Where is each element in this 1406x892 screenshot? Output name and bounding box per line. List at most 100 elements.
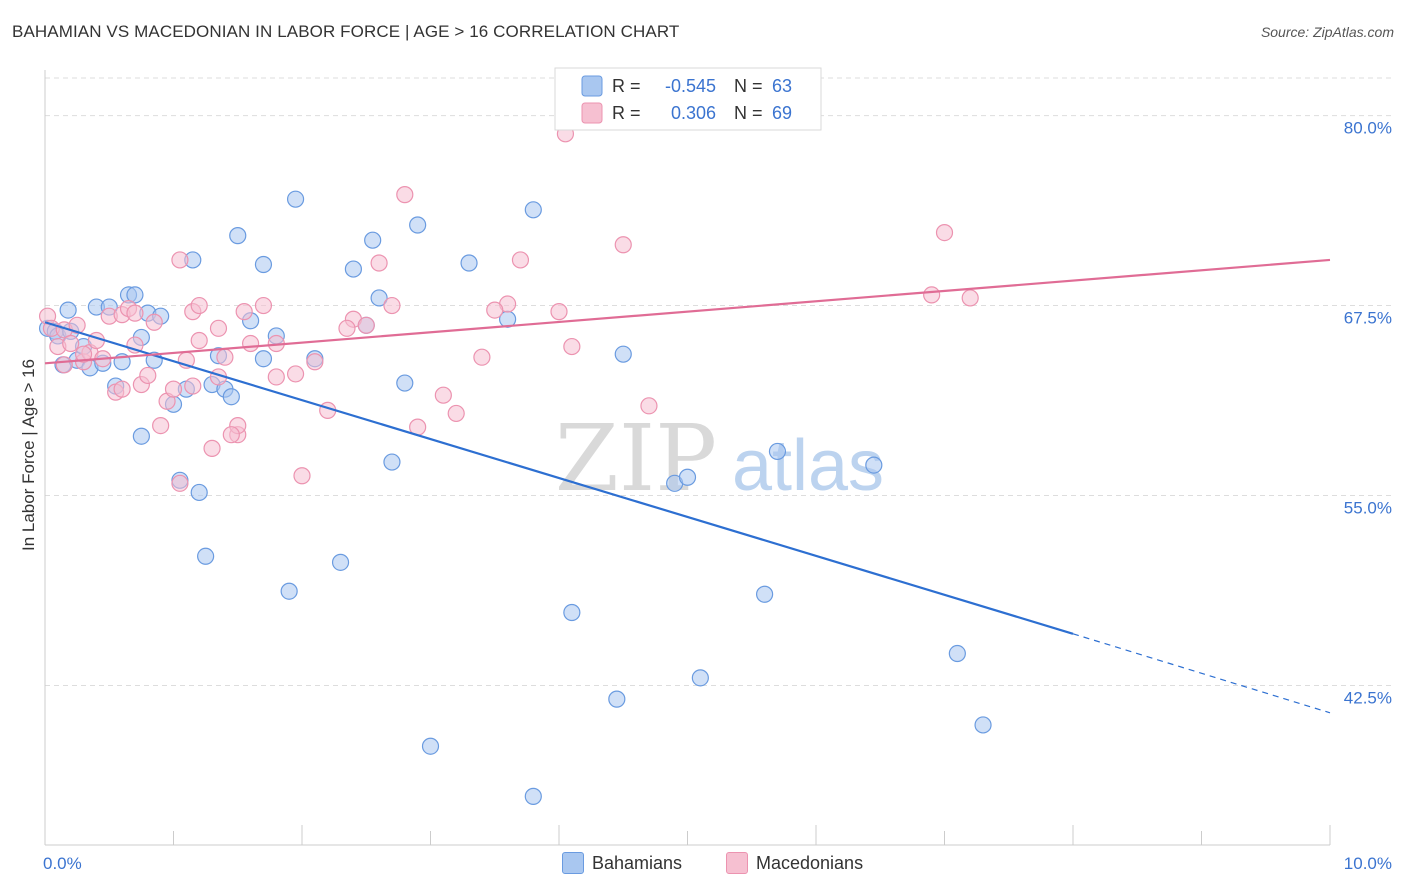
stats-r-label-2: R =	[612, 103, 641, 123]
legend-label-bahamians: Bahamians	[592, 852, 683, 873]
macedonian-trend-line	[44, 258, 1331, 365]
macedonian-point	[396, 186, 414, 204]
legend-swatch-blue	[562, 852, 584, 874]
legend-item-macedonians: Macedonians	[726, 852, 863, 874]
macedonian-point	[184, 377, 202, 395]
stats-n-value-1: 63	[772, 76, 792, 96]
y-tick-label: 80.0%	[1344, 119, 1392, 138]
bahamian-point	[755, 585, 774, 603]
macedonian-point	[935, 223, 954, 242]
bahamian-point	[865, 456, 883, 474]
macedonian-point	[171, 474, 189, 492]
macedonian-point	[235, 303, 253, 321]
macedonian-point	[62, 334, 80, 353]
source-label: Source: ZipAtlas.com	[1260, 24, 1394, 40]
macedonian-point	[640, 397, 658, 415]
macedonian-point	[293, 467, 311, 485]
macedonian-point	[267, 368, 285, 386]
bahamian-point	[331, 553, 350, 571]
bahamian-point	[409, 216, 427, 234]
stats-n-label-2: N =	[734, 103, 763, 123]
macedonian-point	[614, 236, 632, 254]
stats-box: R = -0.545 N = 63 R = 0.306 N = 69	[554, 67, 822, 131]
stats-swatch-pink	[581, 102, 603, 124]
macedonian-point	[203, 439, 221, 457]
watermark-zip: ZIP	[555, 405, 717, 512]
macedonian-point	[383, 296, 401, 315]
macedonian-point	[254, 296, 273, 315]
bahamian-point	[614, 345, 632, 363]
x-tick-label: 10.0%	[1344, 854, 1392, 873]
grid-lines	[45, 77, 1392, 686]
macedonian-point	[306, 353, 324, 371]
bahamian-point	[280, 582, 298, 600]
bahamian-point	[254, 255, 273, 274]
legend-item-bahamians: Bahamians	[562, 852, 682, 874]
bahamian-point	[383, 453, 401, 471]
bahamian-point	[286, 190, 305, 208]
macedonian-point	[338, 319, 356, 337]
macedonian-point	[286, 365, 305, 383]
macedonian-point	[486, 301, 504, 319]
macedonian-point	[357, 316, 375, 334]
bahamian-point	[254, 350, 273, 368]
y-axis-label: In Labor Force | Age > 16	[19, 359, 38, 551]
bahamian-point	[132, 427, 150, 445]
bahamian-point	[344, 260, 362, 278]
macedonian-point	[242, 334, 260, 353]
macedonian-point	[126, 304, 144, 322]
bahamian-point	[190, 483, 208, 502]
macedonian-point	[473, 348, 491, 366]
macedonian-point	[209, 319, 228, 337]
axes	[44, 70, 1331, 846]
bahamian-point	[396, 374, 414, 392]
stats-n-value-2: 69	[772, 103, 792, 123]
macedonian-point	[563, 337, 581, 356]
macedonian-point	[190, 331, 208, 350]
bahamian-point	[563, 603, 581, 622]
bahamian-trend-extension	[1072, 633, 1331, 714]
macedonian-point	[216, 348, 234, 366]
watermark: ZIP atlas	[555, 405, 884, 512]
bahamian-point	[364, 231, 382, 249]
macedonian-point	[74, 345, 93, 363]
macedonian-point	[55, 356, 73, 374]
macedonian-point	[164, 380, 183, 398]
bahamian-point	[421, 737, 440, 755]
stats-n-label-1: N =	[734, 76, 763, 96]
stats-swatch-blue	[581, 75, 603, 97]
macedonian-point	[961, 289, 979, 307]
macedonian-point	[68, 316, 86, 334]
macedonian-point	[152, 416, 170, 435]
macedonian-point	[171, 251, 189, 269]
y-tick-label: 67.5%	[1344, 309, 1392, 328]
x-tick-label: 0.0%	[43, 854, 82, 873]
tick-labels: 42.5% 55.0% 67.5% 80.0% 0.0% 10.0%	[43, 119, 1392, 873]
bahamian-point	[768, 442, 787, 461]
macedonian-point	[222, 426, 240, 444]
watermark-atlas: atlas	[732, 426, 884, 506]
bahamian-point	[948, 644, 966, 663]
bahamian-point	[370, 289, 388, 307]
macedonian-point	[145, 313, 163, 331]
legend-swatch-pink	[726, 852, 748, 874]
bahamian-point	[678, 468, 697, 486]
bahamian-point	[222, 388, 240, 406]
bahamian-point	[608, 690, 626, 708]
macedonian-point	[370, 254, 388, 272]
macedonian-point	[190, 296, 208, 315]
bahamian-point	[197, 547, 215, 565]
macedonian-point	[923, 286, 941, 304]
bahamian-trend-line	[44, 321, 1074, 635]
bahamian-point	[974, 716, 992, 734]
stats-r-value-1: -0.545	[665, 76, 716, 96]
macedonian-point	[550, 303, 568, 321]
macedonian-point	[113, 380, 131, 398]
stats-r-label-1: R =	[612, 76, 641, 96]
trend-lines	[44, 258, 1331, 714]
bahamian-point	[691, 669, 709, 687]
bahamian-point	[59, 301, 77, 319]
bahamian-point	[460, 254, 478, 272]
bahamian-point	[229, 227, 247, 245]
